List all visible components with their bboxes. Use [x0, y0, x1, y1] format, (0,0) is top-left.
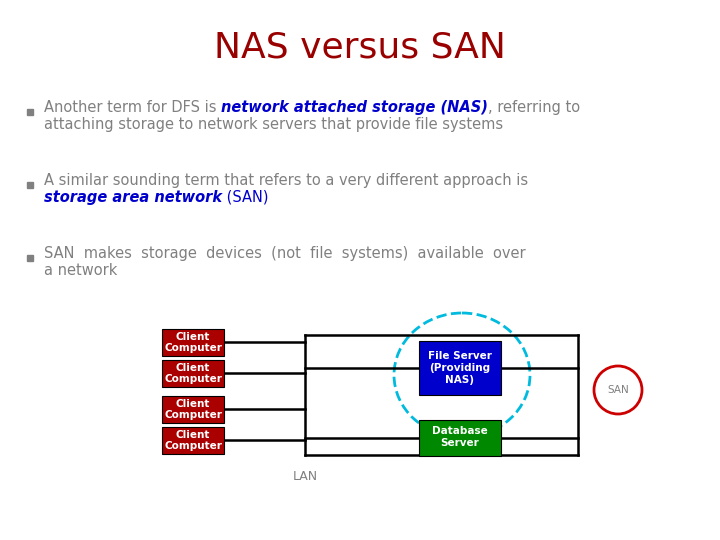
Text: A similar sounding term that refers to a very different approach is: A similar sounding term that refers to a… — [44, 173, 528, 188]
Text: Database: Database — [432, 426, 488, 436]
Text: (Providing: (Providing — [429, 363, 490, 373]
FancyBboxPatch shape — [419, 420, 501, 456]
FancyBboxPatch shape — [162, 427, 224, 454]
Circle shape — [594, 366, 642, 414]
Text: SAN: SAN — [607, 385, 629, 395]
Text: Server: Server — [441, 438, 480, 448]
Text: NAS): NAS) — [446, 375, 474, 385]
Text: Client: Client — [176, 430, 210, 440]
Text: Computer: Computer — [164, 410, 222, 420]
Text: a network: a network — [44, 263, 117, 278]
Text: Client: Client — [176, 363, 210, 373]
Text: File Server: File Server — [428, 351, 492, 361]
Text: LAN: LAN — [292, 470, 318, 483]
Text: Computer: Computer — [164, 374, 222, 384]
Text: Client: Client — [176, 399, 210, 409]
Text: storage area network: storage area network — [44, 190, 222, 205]
Text: Computer: Computer — [164, 441, 222, 451]
Text: Computer: Computer — [164, 343, 222, 353]
Text: , referring to: , referring to — [488, 100, 580, 115]
Text: attaching storage to network servers that provide file systems: attaching storage to network servers tha… — [44, 117, 503, 132]
Text: Client: Client — [176, 332, 210, 342]
FancyBboxPatch shape — [419, 341, 501, 395]
Text: Another term for DFS is: Another term for DFS is — [44, 100, 221, 115]
Text: (SAN): (SAN) — [222, 190, 269, 205]
FancyBboxPatch shape — [162, 328, 224, 355]
Text: network attached storage (NAS): network attached storage (NAS) — [221, 100, 488, 115]
FancyBboxPatch shape — [162, 360, 224, 387]
Text: NAS versus SAN: NAS versus SAN — [214, 31, 506, 65]
Text: SAN  makes  storage  devices  (not  file  systems)  available  over: SAN makes storage devices (not file syst… — [44, 246, 526, 261]
FancyBboxPatch shape — [162, 395, 224, 422]
